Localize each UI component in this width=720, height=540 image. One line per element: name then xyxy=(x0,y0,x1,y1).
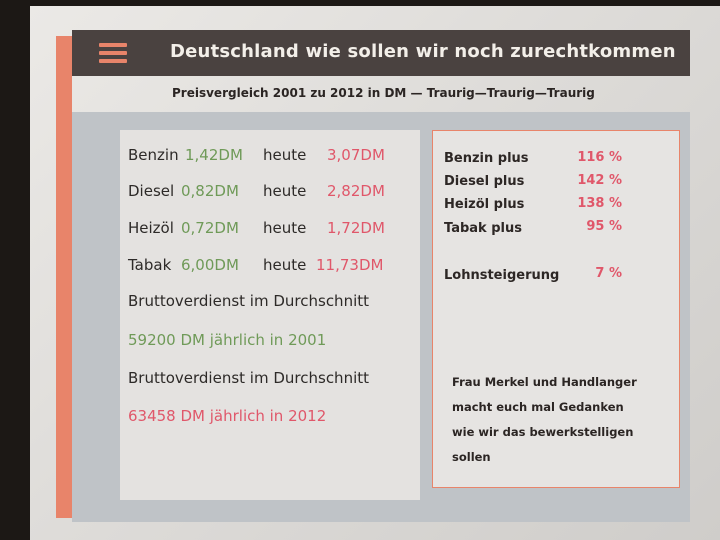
note-line: macht euch mal Gedanken xyxy=(452,400,624,414)
price-new: 11,73DM xyxy=(316,256,384,274)
price-new: 3,07DM xyxy=(327,146,385,164)
income-label-2001: Bruttoverdienst im Durchschnitt xyxy=(128,292,370,310)
title-banner: Deutschland wie sollen wir noch zurechtk… xyxy=(72,30,690,76)
subtitle: Preisvergleich 2001 zu 2012 in DM — Trau… xyxy=(172,86,595,100)
accent-stripe xyxy=(56,36,72,518)
increase-label: Heizöl plus xyxy=(444,197,525,212)
price-old: 0,82DM xyxy=(181,182,239,200)
price-today-label: heute xyxy=(263,219,307,237)
increase-label: Benzin plus xyxy=(444,151,529,166)
price-new: 2,82DM xyxy=(327,182,385,200)
increase-value: 116 % xyxy=(577,150,622,165)
income-label-2012: Bruttoverdienst im Durchschnitt xyxy=(128,369,370,387)
price-box xyxy=(120,130,420,500)
note-line: sollen xyxy=(452,450,491,464)
note-to-merkel: Frau Merkel und Handlanger macht euch ma… xyxy=(452,370,662,470)
increase-box xyxy=(432,130,680,488)
increase-value: 95 % xyxy=(586,219,622,234)
wage-increase-value: 7 % xyxy=(595,266,622,281)
price-old: 6,00DM xyxy=(181,256,239,274)
increase-label: Diesel plus xyxy=(444,174,525,189)
price-old: 1,42DM xyxy=(185,146,243,164)
page-title: Deutschland wie sollen wir noch zurechtk… xyxy=(170,41,676,62)
price-item: Tabak xyxy=(128,256,172,274)
note-line: Frau Merkel und Handlanger xyxy=(452,375,637,389)
price-item: Heizöl xyxy=(128,219,174,237)
note-line: wie wir das bewerkstelligen xyxy=(452,425,634,439)
increase-value: 142 % xyxy=(577,173,622,188)
price-item: Benzin xyxy=(128,146,179,164)
price-today-label: heute xyxy=(263,256,307,274)
price-today-label: heute xyxy=(263,182,307,200)
wage-increase-label: Lohnsteigerung xyxy=(444,268,560,283)
price-item: Diesel xyxy=(128,182,175,200)
income-value-2012: 63458 DM jährlich in 2012 xyxy=(128,407,327,425)
increase-label: Tabak plus xyxy=(444,221,522,236)
increase-value: 138 % xyxy=(577,196,622,211)
income-value-2001: 59200 DM jährlich in 2001 xyxy=(128,331,327,349)
price-today-label: heute xyxy=(263,146,307,164)
price-new: 1,72DM xyxy=(327,219,385,237)
price-old: 0,72DM xyxy=(181,219,239,237)
hamburger-icon xyxy=(99,41,127,65)
